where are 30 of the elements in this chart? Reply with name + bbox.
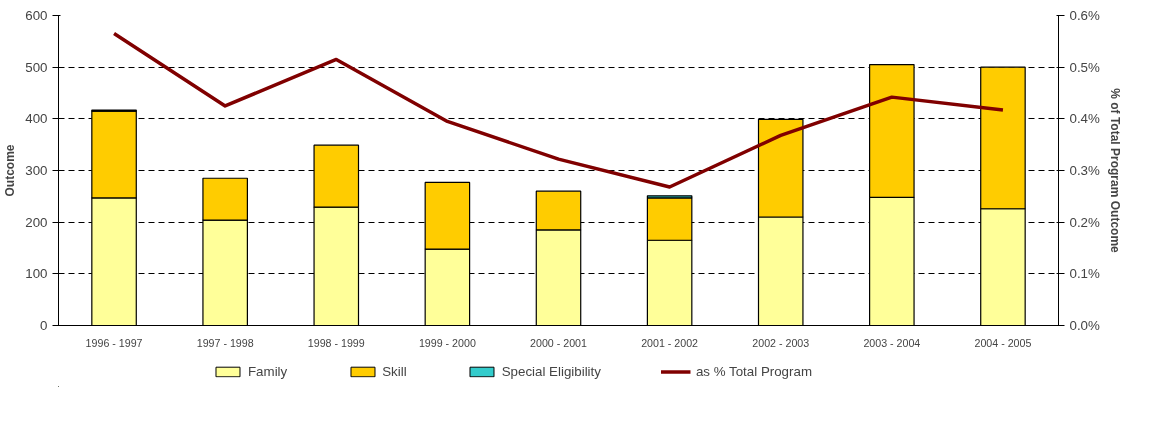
legend-label: Special Eligibility [501,363,601,379]
y2-tick-label: 0.0% [1069,318,1101,333]
y-tick-label: 200 [25,214,48,230]
y2-tick-label: 0.3% [1069,163,1101,178]
x-tick-label: 1996 - 1997 [85,336,143,349]
y2-tick-label: 0.4% [1069,111,1101,127]
x-tick-label: 1997 - 1998 [196,336,254,349]
y2-tick-label: 0.5% [1069,59,1101,75]
x-tick-label: 1998 - 1999 [307,336,365,349]
legend-label: Family [247,363,288,379]
y-tick-label: 600 [25,8,48,23]
y2-tick-label: 0.6% [1069,8,1101,23]
line-series [112,31,1005,189]
x-tick-label: 2003 - 2004 [863,336,921,349]
y-tick-label: 400 [25,111,48,127]
x-tick-label: 1999 - 2000 [418,336,476,349]
x-tick-label: 2002 - 2003 [752,336,810,349]
y-tick-label: 500 [25,59,48,75]
y2-axis-title: % of Total Program Outcome [1107,88,1122,254]
x-tick-label: 2001 - 2002 [641,336,699,349]
legend-label: as % Total Program [695,363,812,379]
y-tick-label: 300 [25,163,48,178]
legend-label: Skill [382,363,407,379]
y2-tick-label: 0.1% [1069,266,1101,282]
y2-tick-label: 0.2% [1069,214,1101,230]
y-axis-title: Outcome [3,144,18,197]
y-tick-label: 0 [40,318,48,333]
x-tick-label: 2004 - 2005 [974,336,1032,349]
x-tick-label: 2000 - 2001 [530,336,588,349]
y-tick-label: 100 [25,266,48,282]
